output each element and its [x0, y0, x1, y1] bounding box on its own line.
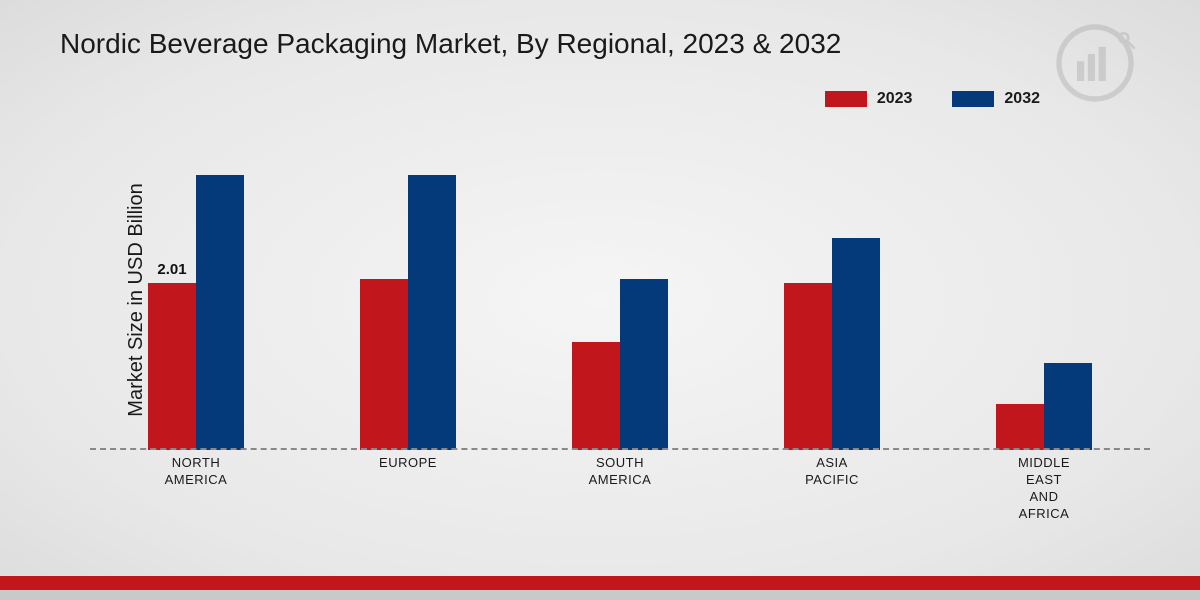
bar-2023 [360, 279, 408, 450]
bar-group [784, 238, 880, 451]
x-axis-labels: NORTHAMERICA EUROPE SOUTHAMERICA ASIAPACIFI… [90, 455, 1150, 523]
plot-area: 2.01 [90, 150, 1150, 450]
bar-2032 [832, 238, 880, 451]
bar-group [572, 279, 668, 450]
x-axis-baseline [90, 448, 1150, 450]
bar-value-label: 2.01 [157, 261, 186, 278]
footer-grey-stripe [0, 590, 1200, 600]
legend-label-2032: 2032 [1004, 90, 1040, 108]
x-axis-category-label: MIDDLEEASTANDAFRICA [984, 455, 1104, 523]
bar-groups: 2.01 [90, 150, 1150, 450]
watermark-logo-icon [1050, 18, 1140, 108]
footer-red-stripe [0, 576, 1200, 590]
x-axis-category-label: ASIAPACIFIC [772, 455, 892, 523]
legend-swatch-2032 [952, 91, 994, 107]
chart-title: Nordic Beverage Packaging Market, By Reg… [60, 28, 841, 60]
bar-2023 [572, 342, 620, 450]
bar-group: 2.01 [148, 175, 244, 450]
legend: 2023 2032 [825, 90, 1040, 108]
bar-group [360, 175, 456, 450]
footer-bar [0, 576, 1200, 600]
bar-group [996, 363, 1092, 451]
legend-swatch-2023 [825, 91, 867, 107]
x-axis-category-label: SOUTHAMERICA [560, 455, 680, 523]
x-axis-category-label: EUROPE [348, 455, 468, 523]
bar-2032 [620, 279, 668, 450]
bar-2023 [996, 404, 1044, 450]
bar-2023 [784, 283, 832, 450]
legend-item-2023: 2023 [825, 90, 913, 108]
bar-2023: 2.01 [148, 283, 196, 451]
bar-2032 [408, 175, 456, 450]
legend-item-2032: 2032 [952, 90, 1040, 108]
bar-2032 [1044, 363, 1092, 451]
legend-label-2023: 2023 [877, 90, 913, 108]
x-axis-category-label: NORTHAMERICA [136, 455, 256, 523]
bar-2032 [196, 175, 244, 450]
